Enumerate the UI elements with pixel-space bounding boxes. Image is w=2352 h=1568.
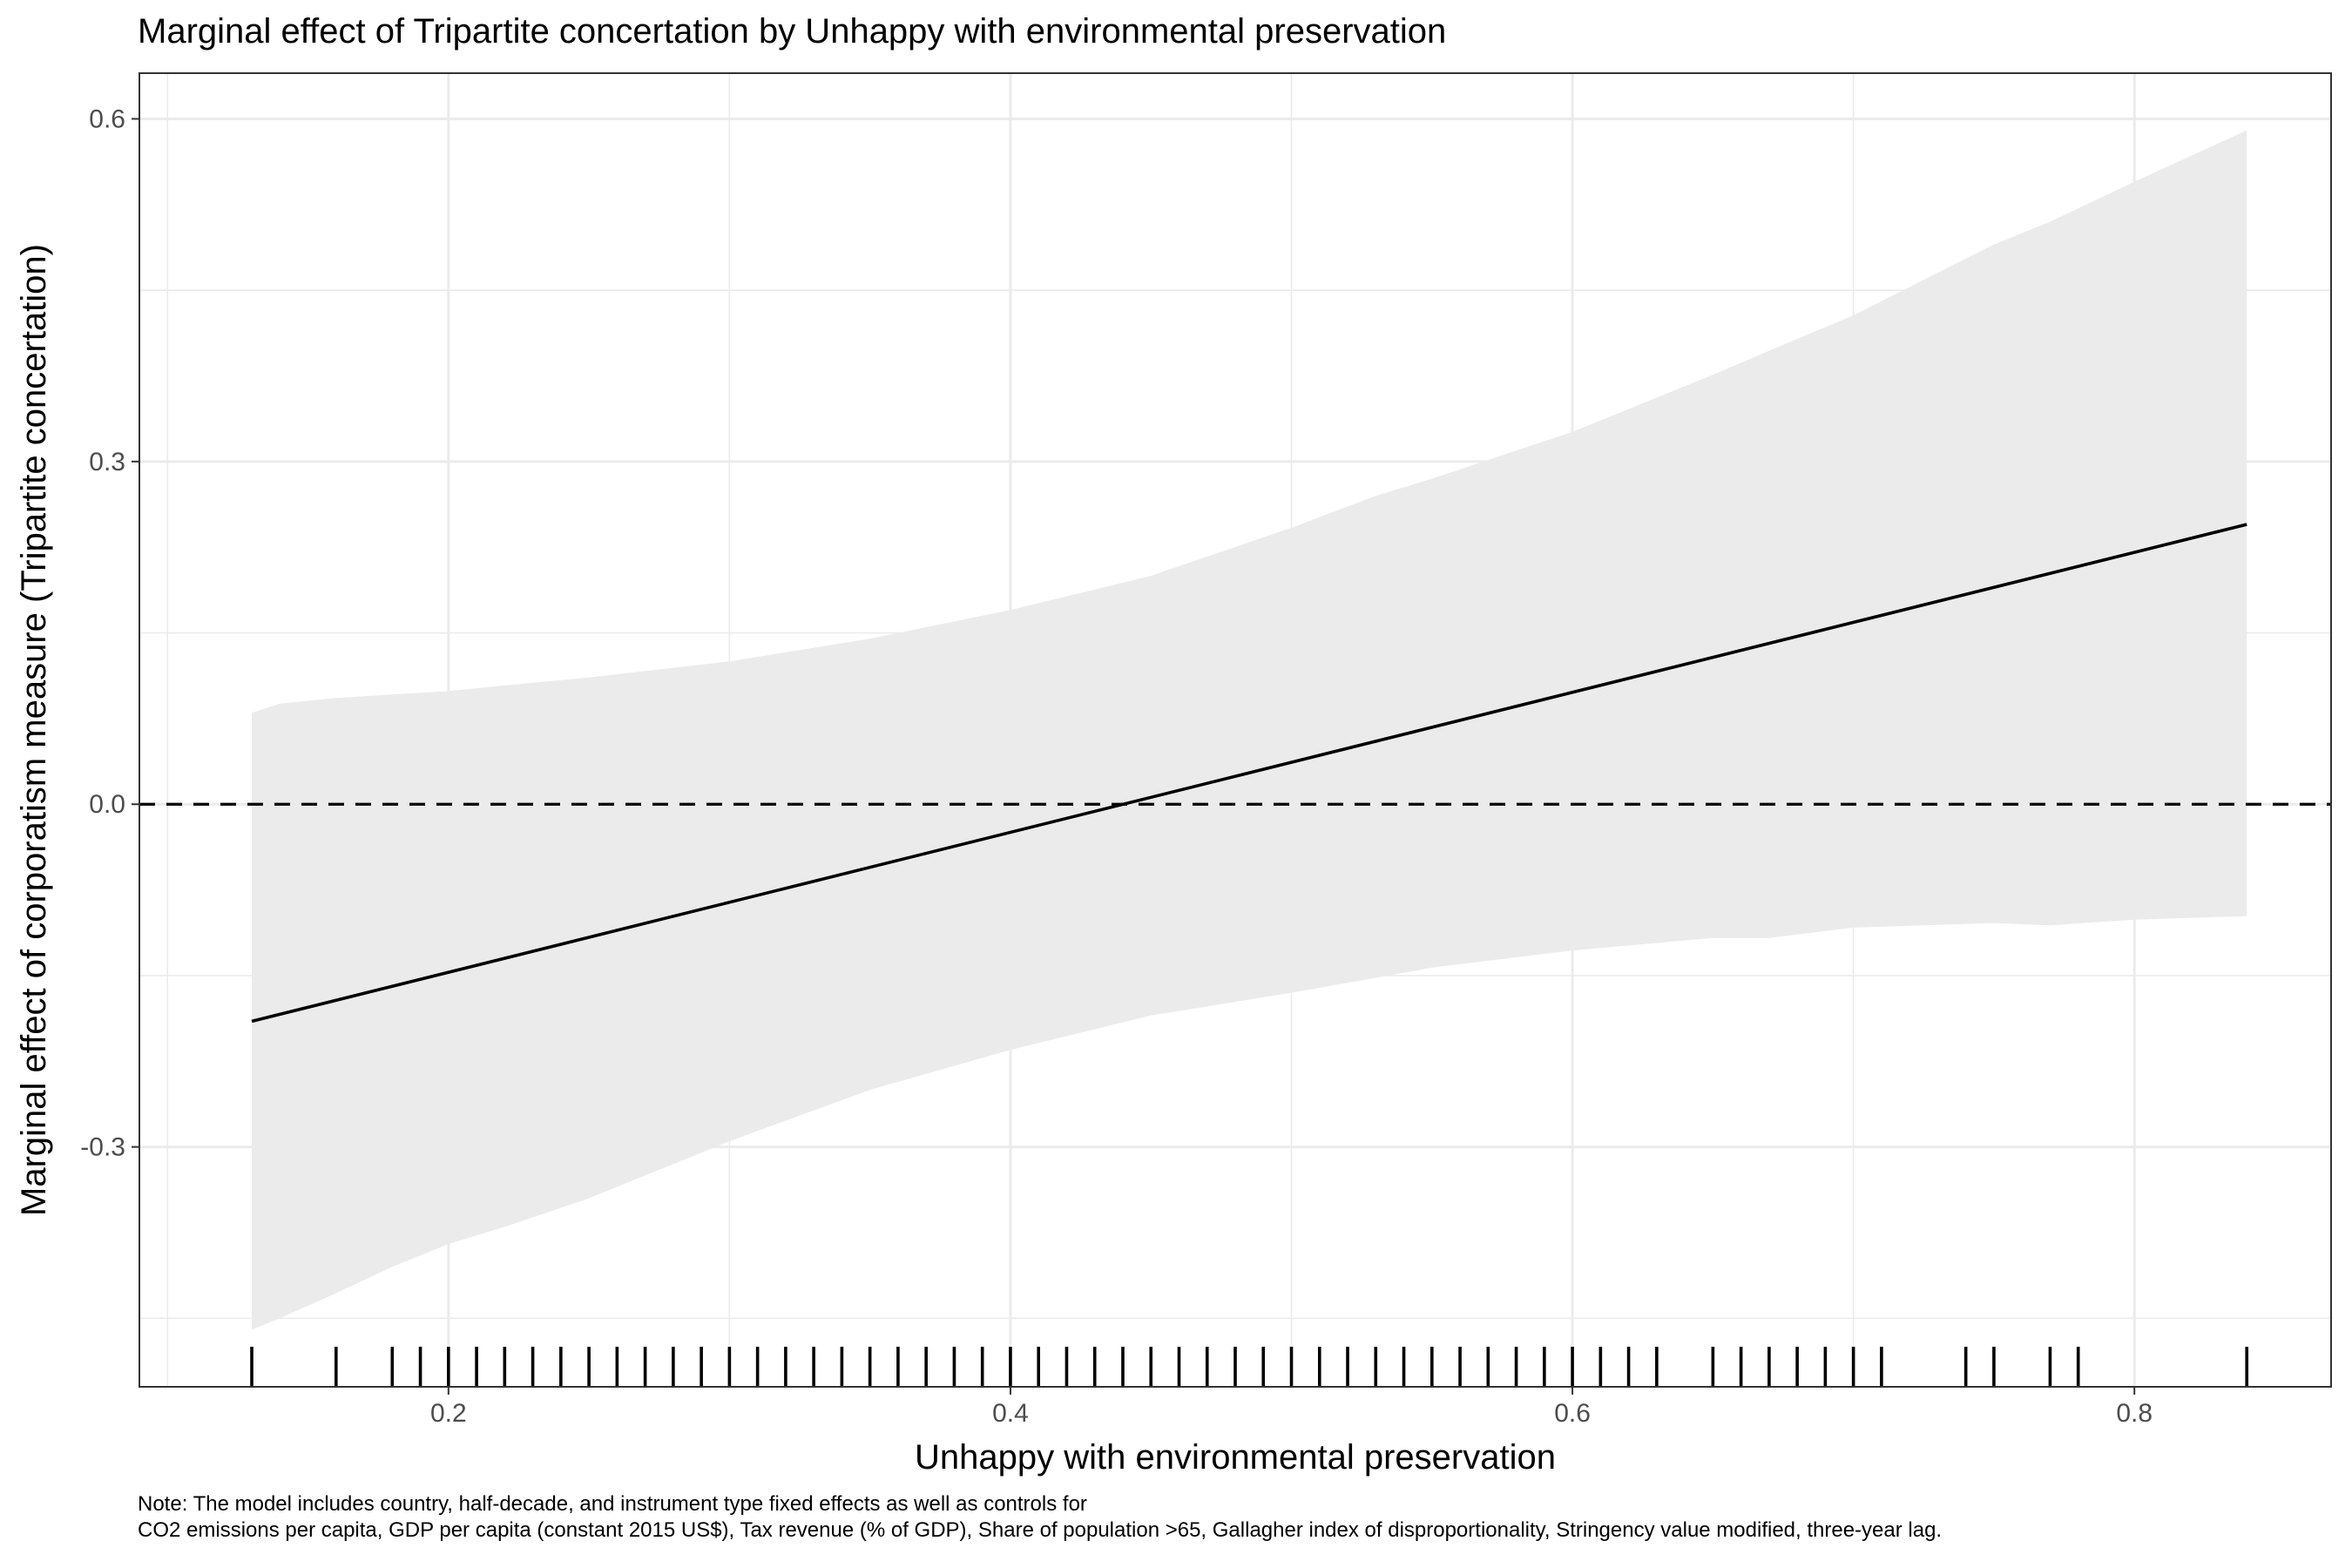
y-tick-label: 0.6 <box>89 105 125 133</box>
plot-panel-border <box>139 72 2332 1388</box>
y-tick-label: -0.3 <box>80 1133 125 1162</box>
chart-note: Note: The model includes country, half-d… <box>138 1491 1942 1544</box>
y-axis: -0.3 0.0 0.3 0.6 <box>80 105 139 1162</box>
x-tick-label: 0.8 <box>2116 1399 2153 1428</box>
y-tick-label: 0.0 <box>89 790 125 819</box>
x-tick-label: 0.4 <box>992 1399 1029 1428</box>
confidence-band <box>252 130 2247 1330</box>
note-line-2: CO2 emissions per capita, GDP per capita… <box>138 1518 1943 1542</box>
chart-title: Marginal effect of Tripartite concertati… <box>138 12 1447 51</box>
y-tick-label: 0.3 <box>89 448 125 476</box>
x-axis: 0.2 0.4 0.6 0.8 <box>430 1387 2153 1428</box>
marginal-effect-line <box>251 523 2247 1024</box>
rug-marks <box>250 1347 2249 1387</box>
x-tick-label: 0.2 <box>430 1399 467 1428</box>
note-line-1: Note: The model includes country, half-d… <box>138 1492 1087 1516</box>
x-axis-title: Unhappy with environmental preservation <box>915 1438 1556 1477</box>
y-axis-title: Marginal effect of corporatism measure (… <box>15 244 53 1216</box>
x-tick-label: 0.6 <box>1554 1399 1591 1428</box>
